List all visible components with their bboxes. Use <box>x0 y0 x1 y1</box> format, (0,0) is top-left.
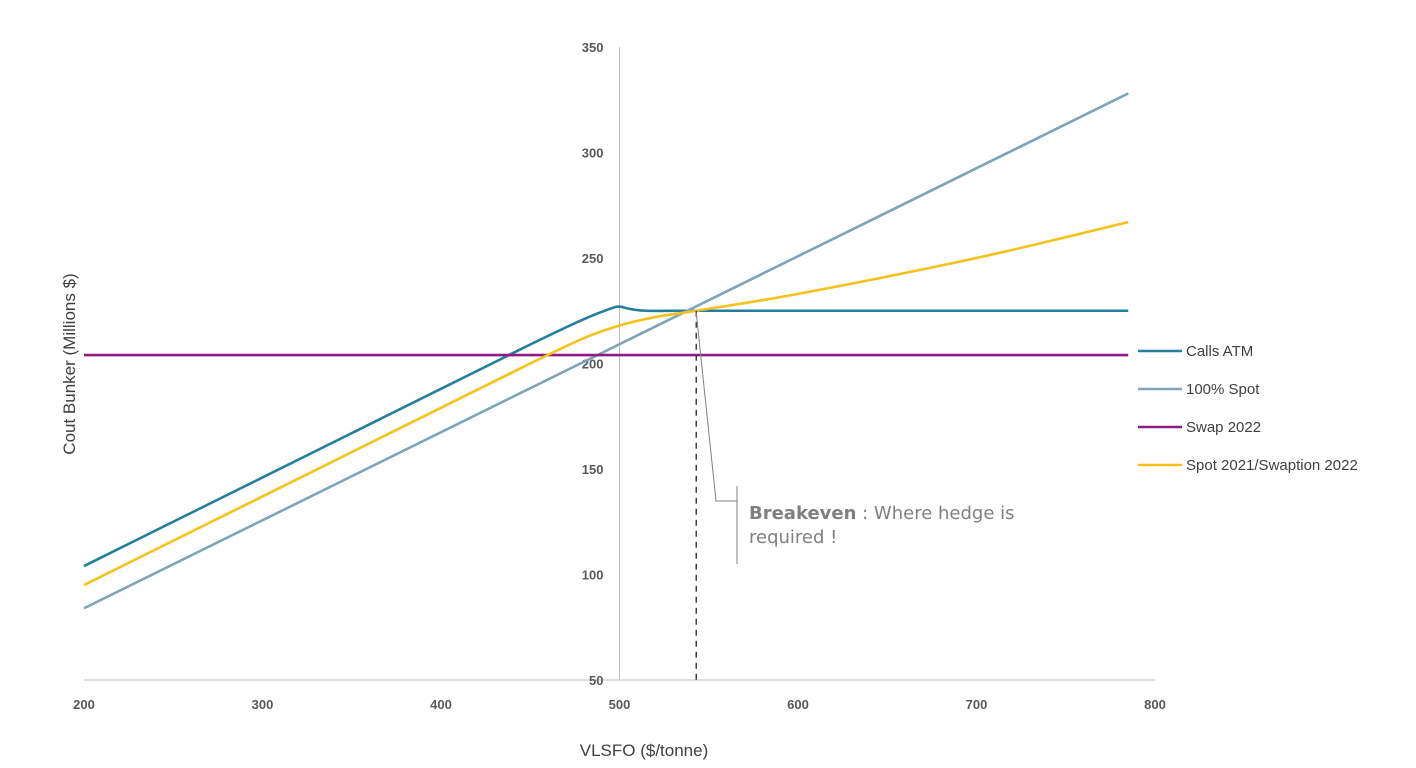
breakeven-annotation-line2: required ! <box>749 527 837 548</box>
x-tick-label-2: 400 <box>430 697 452 712</box>
annotation-layer: Breakeven : Where hedge is required ! <box>695 310 1015 680</box>
y-tick-label-1: 100 <box>582 568 604 583</box>
y-tick-label-5: 300 <box>582 146 604 161</box>
x-tick-label-4: 600 <box>787 697 809 712</box>
x-tick-label-0: 200 <box>73 697 95 712</box>
breakeven-leader-line <box>695 312 737 502</box>
breakeven-annotation-line1: Breakeven : Where hedge is <box>749 503 1015 524</box>
breakeven-label-text: : Where hedge is <box>856 503 1014 524</box>
legend-label-2: Swap 2022 <box>1186 419 1261 436</box>
x-tick-label-6: 800 <box>1144 697 1166 712</box>
y-tick-label-6: 350 <box>582 40 604 55</box>
y-tick-label-2: 150 <box>582 462 604 477</box>
legend-label-0: Calls ATM <box>1186 343 1253 360</box>
x-tick-label-1: 300 <box>252 697 274 712</box>
axes: 200 300 400 500 600 700 8005010015020025030035… <box>73 40 1166 712</box>
legend: Calls ATM 100% Spot Swap 2022 Spot 2021/Swa… <box>1138 343 1358 474</box>
series-line-0 <box>83 305 1129 568</box>
series-layer <box>83 92 1129 610</box>
x-tick-label-3: 500 <box>609 697 631 712</box>
x-tick-label-5: 700 <box>966 697 988 712</box>
breakeven-label-bold: Breakeven <box>749 503 856 524</box>
legend-label-3: Spot 2021/Swaption 2022 <box>1186 457 1358 474</box>
series-line-1 <box>83 92 1129 610</box>
y-axis-title: Cout Bunker (Millions $) <box>60 273 79 454</box>
y-tick-label-4: 250 <box>582 251 604 266</box>
legend-label-1: 100% Spot <box>1186 381 1260 398</box>
series-line-3 <box>83 220 1129 587</box>
y-tick-label-0: 50 <box>589 673 603 688</box>
x-axis-title: VLSFO ($/tonne) <box>580 741 709 760</box>
